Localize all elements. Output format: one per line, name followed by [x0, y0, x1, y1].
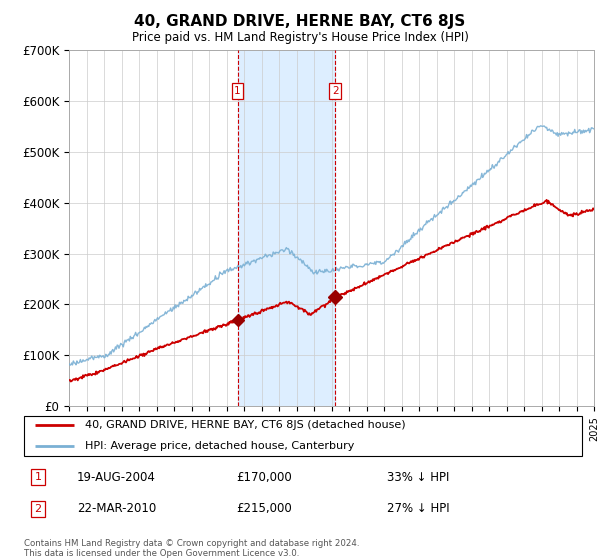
Text: 22-MAR-2010: 22-MAR-2010	[77, 502, 156, 515]
Text: HPI: Average price, detached house, Canterbury: HPI: Average price, detached house, Cant…	[85, 441, 355, 450]
Text: 2: 2	[332, 86, 338, 96]
Text: 1: 1	[234, 86, 241, 96]
Text: 19-AUG-2004: 19-AUG-2004	[77, 470, 156, 484]
Bar	[238, 50, 335, 406]
Text: 1: 1	[34, 472, 41, 482]
Text: 33% ↓ HPI: 33% ↓ HPI	[387, 470, 449, 484]
FancyBboxPatch shape	[24, 416, 582, 456]
Text: £215,000: £215,000	[236, 502, 292, 515]
Text: Contains HM Land Registry data © Crown copyright and database right 2024.
This d: Contains HM Land Registry data © Crown c…	[24, 539, 359, 558]
Text: 40, GRAND DRIVE, HERNE BAY, CT6 8JS (detached house): 40, GRAND DRIVE, HERNE BAY, CT6 8JS (det…	[85, 421, 406, 430]
Text: Price paid vs. HM Land Registry's House Price Index (HPI): Price paid vs. HM Land Registry's House …	[131, 31, 469, 44]
Text: £170,000: £170,000	[236, 470, 292, 484]
Text: 27% ↓ HPI: 27% ↓ HPI	[387, 502, 449, 515]
Text: 2: 2	[34, 504, 41, 514]
Text: 40, GRAND DRIVE, HERNE BAY, CT6 8JS: 40, GRAND DRIVE, HERNE BAY, CT6 8JS	[134, 14, 466, 29]
